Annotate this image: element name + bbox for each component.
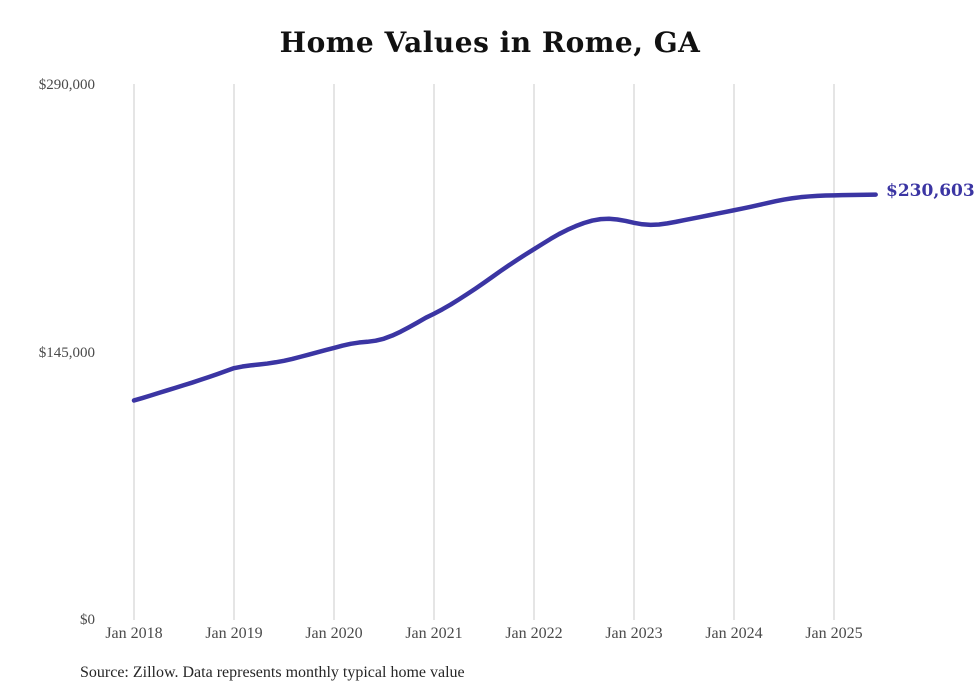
source-note: Source: Zillow. Data represents monthly … — [80, 664, 465, 681]
home-value-line — [131, 192, 878, 403]
chart-title: Home Values in Rome, GA — [279, 26, 701, 59]
x-axis-tick-jan-2025: Jan 2025 — [805, 625, 863, 642]
x-axis-tick-jan-2024: Jan 2024 — [705, 625, 763, 642]
x-axis-tick-jan-2018: Jan 2018 — [105, 625, 163, 642]
x-axis-tick-jan-2022: Jan 2022 — [505, 625, 563, 642]
y-axis-tick-290000: $290,000 — [38, 77, 95, 93]
x-axis-tick-jan-2020: Jan 2020 — [305, 625, 363, 642]
y-axis-tick-145000: $145,000 — [38, 345, 95, 361]
final-value-annotation: $230,603 — [886, 181, 975, 201]
x-axis-tick-jan-2021: Jan 2021 — [405, 625, 463, 642]
x-axis-tick-jan-2019: Jan 2019 — [205, 625, 263, 642]
x-axis-tick-jan-2023: Jan 2023 — [605, 625, 663, 642]
y-axis-tick-0: $0 — [80, 612, 95, 628]
